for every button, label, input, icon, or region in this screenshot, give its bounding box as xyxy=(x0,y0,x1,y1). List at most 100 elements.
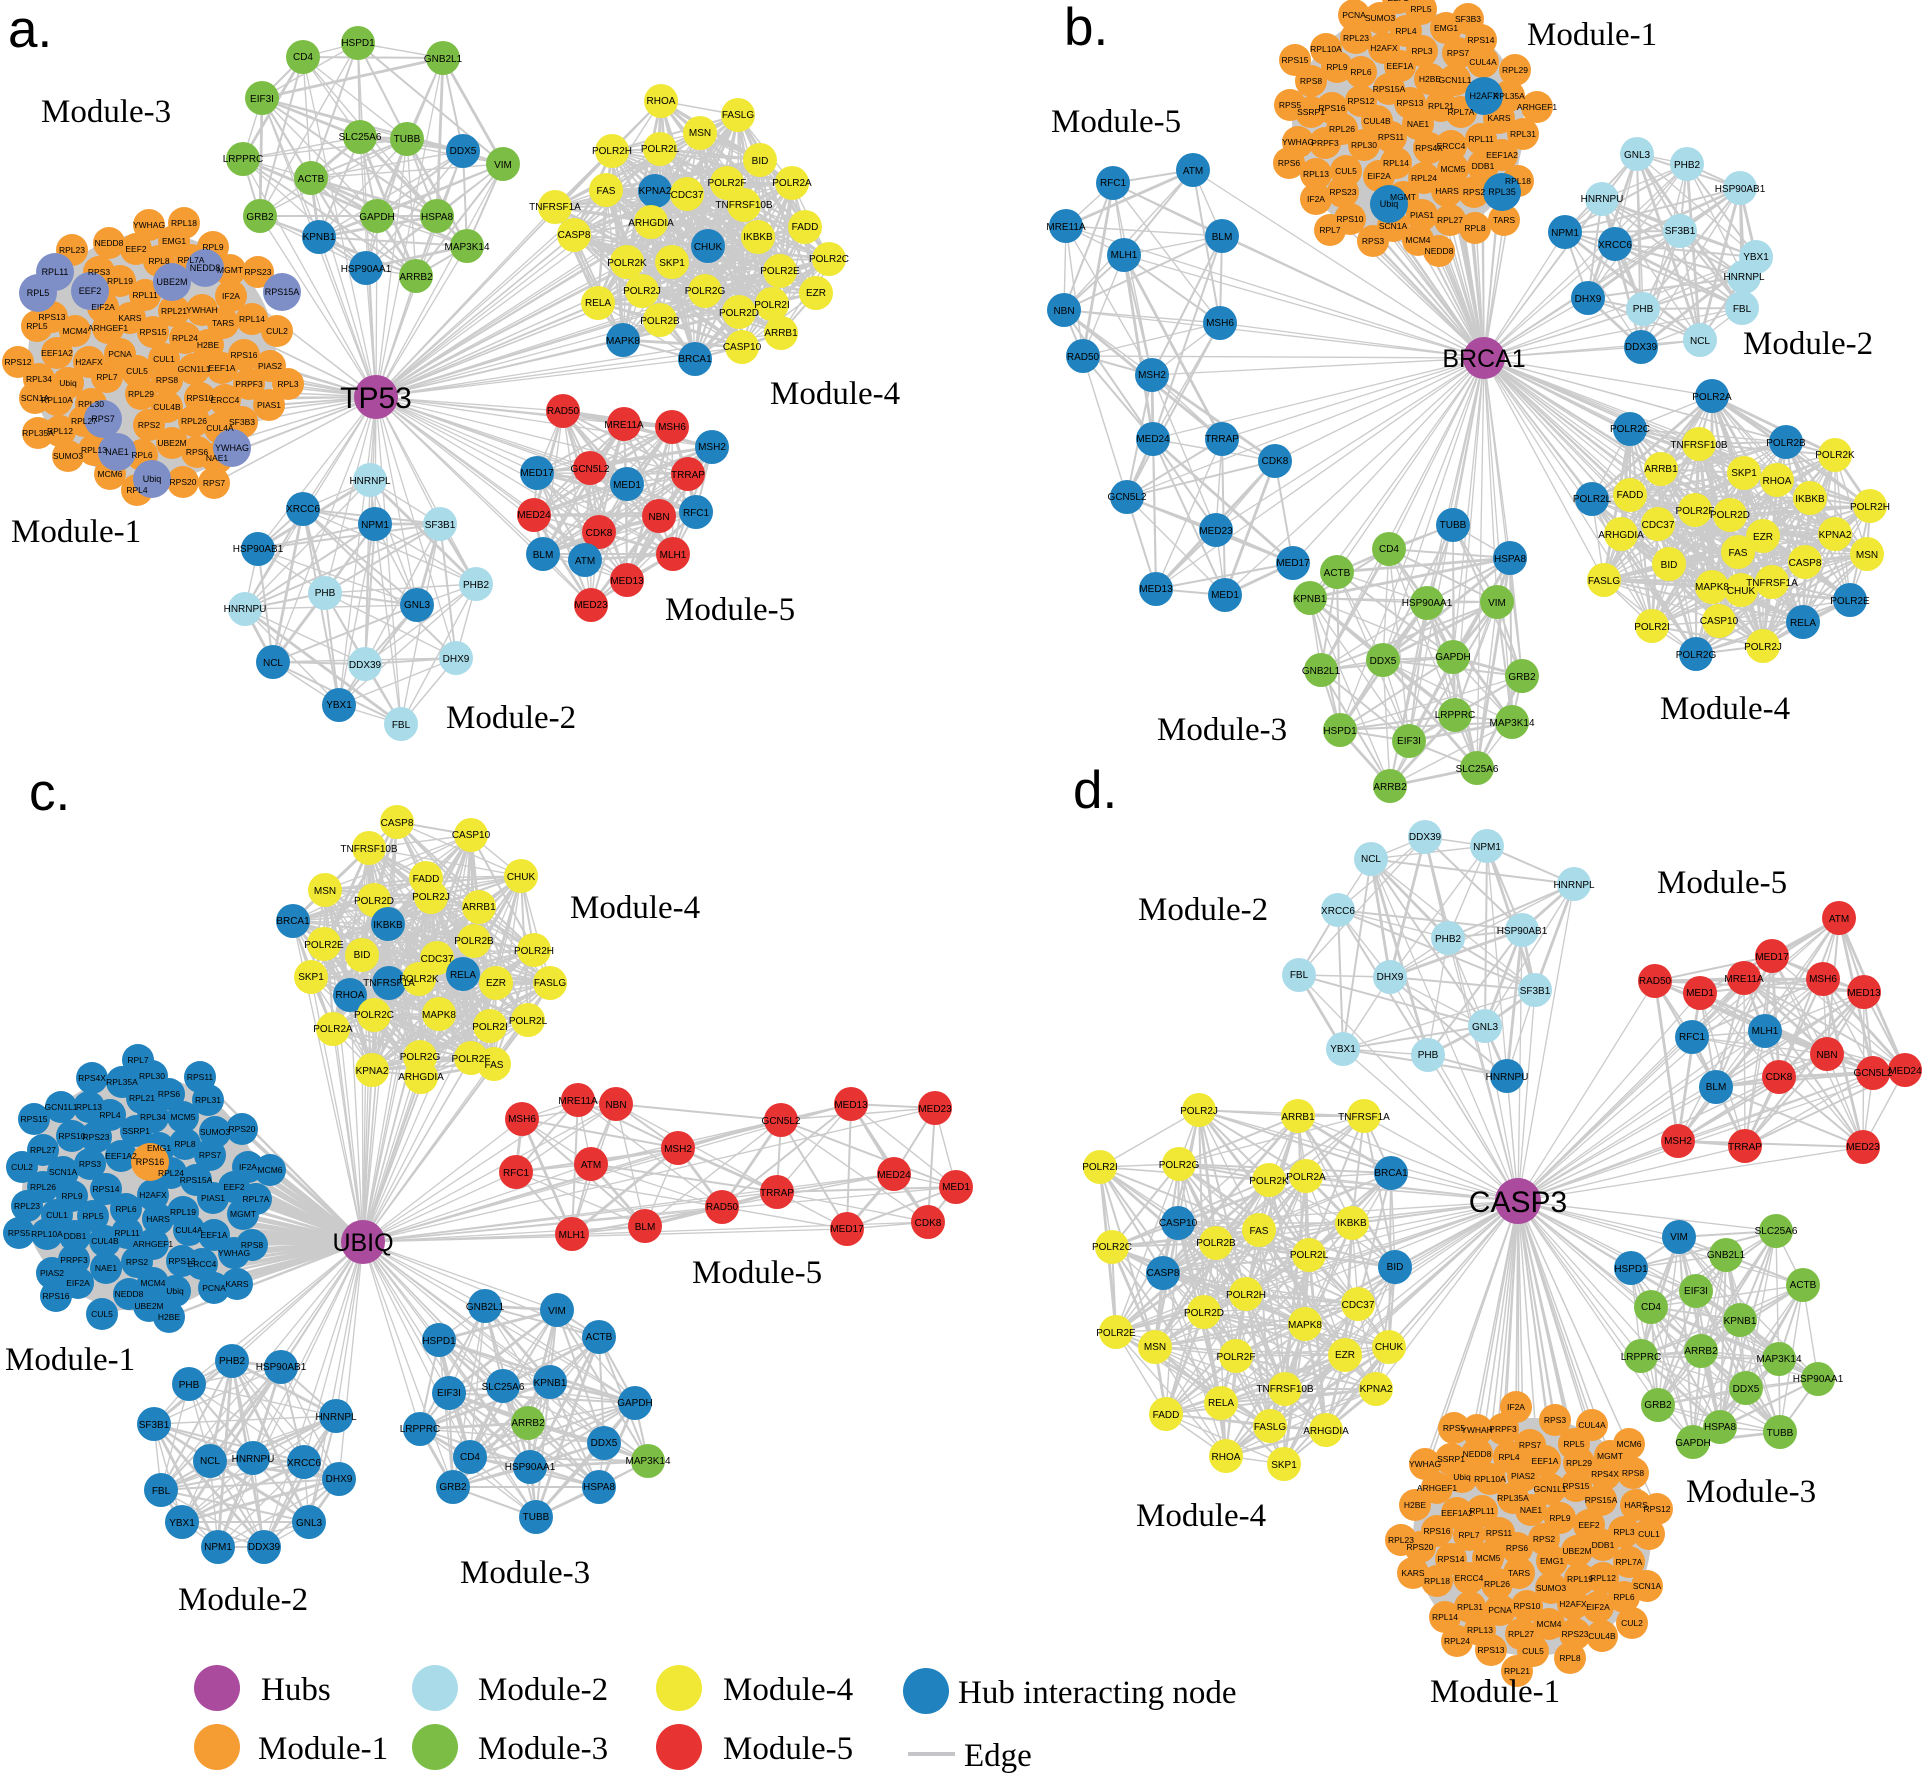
svg-text:RPL19: RPL19 xyxy=(107,276,133,286)
svg-text:ATM: ATM xyxy=(1829,914,1849,925)
svg-text:MSH6: MSH6 xyxy=(1809,974,1837,985)
svg-text:Module-2: Module-2 xyxy=(1138,892,1268,928)
svg-text:DDX5: DDX5 xyxy=(591,1438,618,1449)
svg-text:GAPDH: GAPDH xyxy=(1675,1438,1711,1449)
svg-text:GNL3: GNL3 xyxy=(296,1518,323,1529)
svg-text:CASP10: CASP10 xyxy=(1159,1218,1198,1229)
svg-text:RPL31: RPL31 xyxy=(1457,1602,1483,1612)
svg-text:ACTB: ACTB xyxy=(1790,1280,1817,1291)
svg-text:POLR2B: POLR2B xyxy=(640,316,680,327)
svg-text:NEDD8: NEDD8 xyxy=(95,238,124,248)
svg-text:NPM1: NPM1 xyxy=(361,520,389,531)
svg-text:MAP3K14: MAP3K14 xyxy=(625,1456,670,1467)
svg-text:POLR2G: POLR2G xyxy=(685,286,726,297)
svg-text:POLR2F: POLR2F xyxy=(452,1054,491,1065)
svg-text:BLM: BLM xyxy=(1706,1082,1727,1093)
svg-text:PRPF3: PRPF3 xyxy=(1489,1424,1517,1434)
svg-text:CUL1: CUL1 xyxy=(46,1210,68,1220)
svg-text:MED24: MED24 xyxy=(1136,434,1170,445)
svg-text:H2AFX: H2AFX xyxy=(1370,43,1398,53)
svg-text:RPS14: RPS14 xyxy=(1468,35,1495,45)
svg-text:HSPA8: HSPA8 xyxy=(421,212,453,223)
svg-text:RPL14: RPL14 xyxy=(1383,158,1409,168)
svg-text:POLR2H: POLR2H xyxy=(1226,1290,1266,1301)
svg-text:POLR2A: POLR2A xyxy=(1286,1172,1326,1183)
svg-text:FASLG: FASLG xyxy=(1254,1422,1286,1433)
svg-text:DDB1: DDB1 xyxy=(64,1231,87,1241)
svg-text:SSRP1: SSRP1 xyxy=(122,1126,150,1136)
svg-text:CUL1: CUL1 xyxy=(1638,1529,1660,1539)
svg-text:MGMT: MGMT xyxy=(217,265,243,275)
svg-text:RPS11: RPS11 xyxy=(187,1072,214,1082)
svg-text:RPL14: RPL14 xyxy=(239,314,265,324)
svg-text:YWHAG: YWHAG xyxy=(1409,1459,1441,1469)
svg-text:RFC1: RFC1 xyxy=(683,508,710,519)
svg-text:Module-4: Module-4 xyxy=(1136,1498,1266,1534)
svg-text:NBN: NBN xyxy=(648,512,669,523)
svg-text:SKP1: SKP1 xyxy=(1271,1460,1297,1471)
svg-text:MRE11A: MRE11A xyxy=(604,420,644,431)
svg-text:Module-5: Module-5 xyxy=(723,1731,853,1767)
svg-text:YWHAH: YWHAH xyxy=(1461,1425,1493,1435)
svg-text:CUL2: CUL2 xyxy=(1621,1618,1643,1628)
svg-text:Ubiq: Ubiq xyxy=(166,1286,184,1296)
svg-text:POLR2H: POLR2H xyxy=(592,146,632,157)
svg-text:TNFRSF1A: TNFRSF1A xyxy=(1338,1112,1390,1123)
svg-text:SLC25A6: SLC25A6 xyxy=(1456,764,1499,775)
svg-text:c.: c. xyxy=(29,763,70,822)
svg-text:Module-2: Module-2 xyxy=(446,700,576,736)
svg-text:RPS15: RPS15 xyxy=(1563,1481,1590,1491)
svg-text:HARS: HARS xyxy=(146,1214,170,1224)
svg-text:H2AFX: H2AFX xyxy=(75,357,103,367)
svg-text:HNRNPL: HNRNPL xyxy=(315,1412,357,1423)
svg-text:POLR2K: POLR2K xyxy=(607,258,647,269)
svg-text:RPS3: RPS3 xyxy=(88,267,110,277)
svg-text:POLR2E: POLR2E xyxy=(304,940,344,951)
svg-text:FADD: FADD xyxy=(1617,490,1644,501)
svg-text:RPL7: RPL7 xyxy=(96,372,118,382)
svg-text:MCM5: MCM5 xyxy=(1475,1553,1500,1563)
svg-text:RPL35A: RPL35A xyxy=(106,1077,138,1087)
svg-text:EMG1: EMG1 xyxy=(147,1143,171,1153)
svg-text:RPL21: RPL21 xyxy=(161,306,187,316)
svg-text:MED24: MED24 xyxy=(517,510,551,521)
svg-text:RPL7: RPL7 xyxy=(1319,225,1341,235)
svg-text:PHB2: PHB2 xyxy=(1435,934,1462,945)
svg-text:RPS15: RPS15 xyxy=(140,327,167,337)
svg-text:RPS7: RPS7 xyxy=(1519,1440,1541,1450)
svg-text:CUL4A: CUL4A xyxy=(1469,57,1497,67)
svg-text:POLR2A: POLR2A xyxy=(1692,392,1732,403)
svg-text:FASLG: FASLG xyxy=(1588,576,1620,587)
svg-text:NAE1: NAE1 xyxy=(95,1263,117,1273)
svg-text:RPL24: RPL24 xyxy=(1411,173,1437,183)
svg-text:PIAS2: PIAS2 xyxy=(40,1268,64,1278)
svg-text:POLR2D: POLR2D xyxy=(354,896,394,907)
svg-text:POLR2A: POLR2A xyxy=(313,1024,353,1035)
svg-text:Ubiq: Ubiq xyxy=(143,474,162,484)
svg-text:MSH6: MSH6 xyxy=(1206,318,1234,329)
svg-text:NPM1: NPM1 xyxy=(204,1542,232,1553)
svg-text:NAE1: NAE1 xyxy=(105,447,129,457)
svg-text:RPS15A: RPS15A xyxy=(1373,84,1406,94)
svg-text:SKP1: SKP1 xyxy=(659,258,685,269)
svg-text:MED1: MED1 xyxy=(613,480,641,491)
svg-text:MED13: MED13 xyxy=(834,1100,868,1111)
svg-text:RPS2: RPS2 xyxy=(138,420,160,430)
svg-text:RPS13: RPS13 xyxy=(169,1256,196,1266)
svg-text:MCM6: MCM6 xyxy=(97,469,122,479)
svg-text:ARRB2: ARRB2 xyxy=(511,1418,545,1429)
svg-text:FASLG: FASLG xyxy=(534,978,566,989)
svg-text:HNRNPU: HNRNPU xyxy=(224,604,267,615)
svg-text:ARRB2: ARRB2 xyxy=(1373,782,1407,793)
svg-text:DDX39: DDX39 xyxy=(349,660,382,671)
svg-text:RPL11: RPL11 xyxy=(42,267,69,277)
svg-text:RPL35A: RPL35A xyxy=(1497,1493,1529,1503)
svg-text:GRB2: GRB2 xyxy=(1644,1400,1672,1411)
svg-text:MED17: MED17 xyxy=(1276,558,1310,569)
svg-text:GCN5L2: GCN5L2 xyxy=(571,464,610,475)
svg-text:ARHGEF1: ARHGEF1 xyxy=(133,1239,173,1249)
svg-text:RPL30: RPL30 xyxy=(139,1071,165,1081)
svg-text:MSH2: MSH2 xyxy=(1138,370,1166,381)
svg-text:CUL5: CUL5 xyxy=(126,366,148,376)
svg-text:RPS6: RPS6 xyxy=(186,447,208,457)
